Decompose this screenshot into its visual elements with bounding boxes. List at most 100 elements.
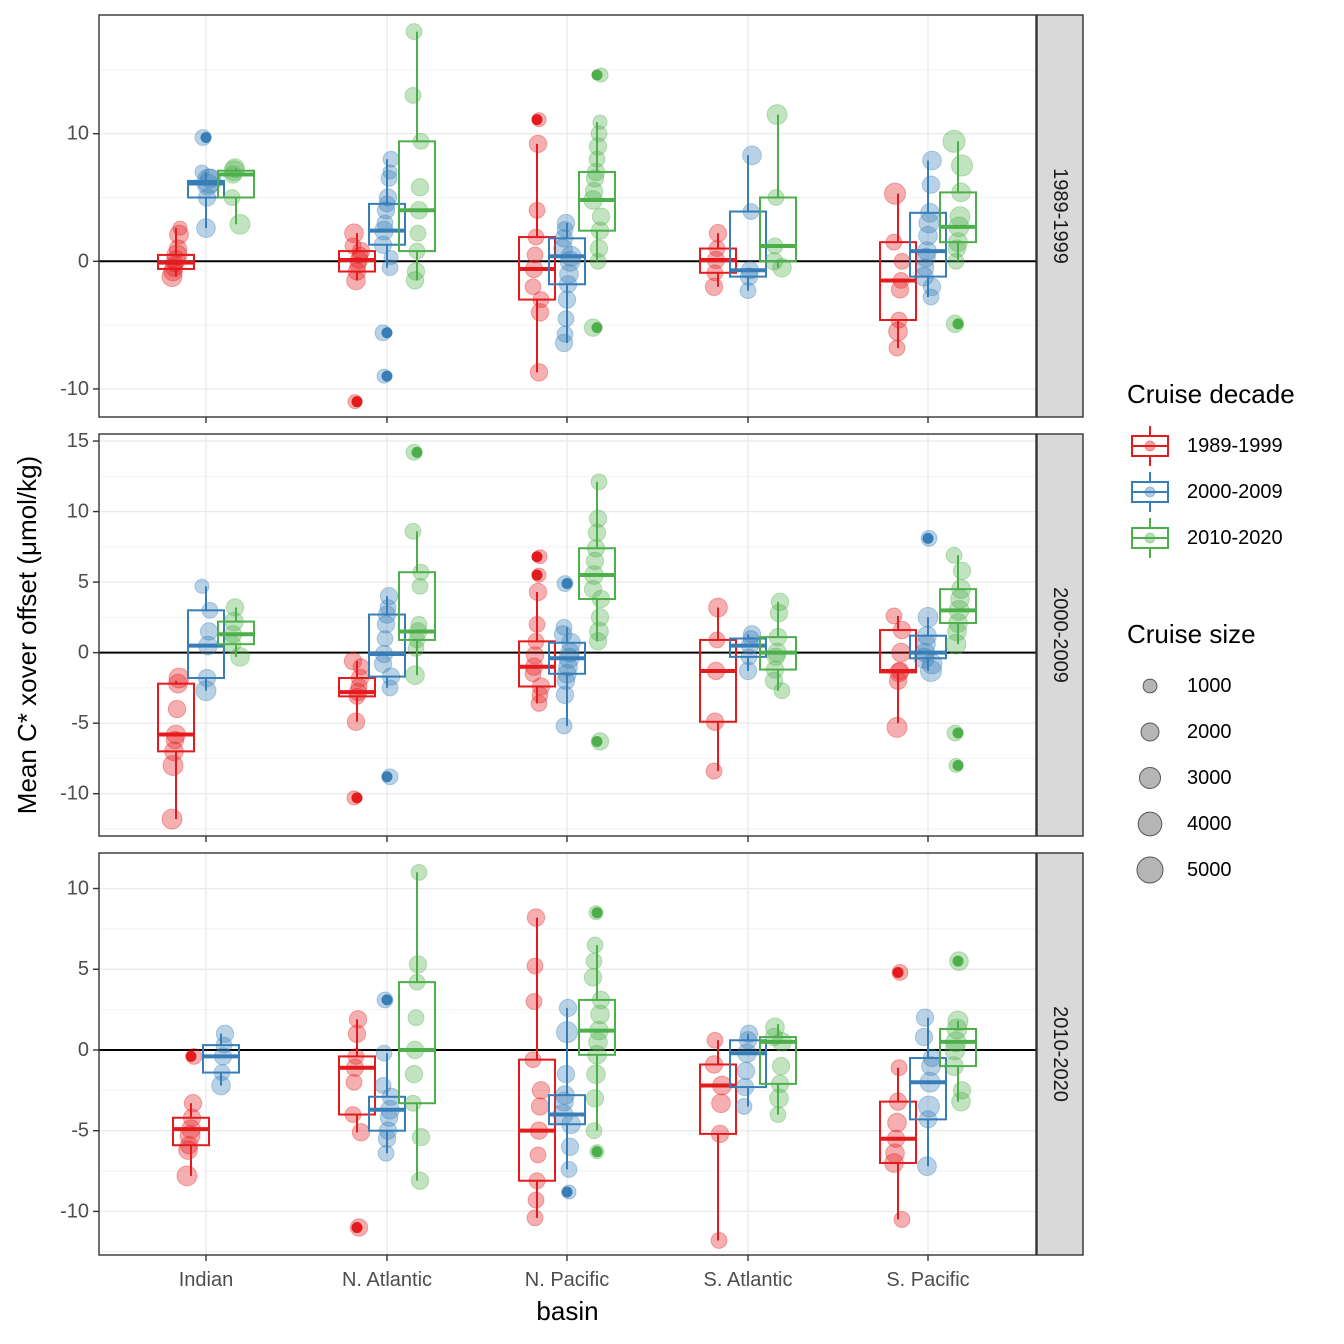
box-s-pacific-1989-1999 — [879, 182, 917, 357]
box-iqr — [909, 634, 947, 660]
data-point — [229, 213, 251, 235]
box-iqr — [338, 1055, 376, 1116]
legend-title-decade: Cruise decade — [1127, 379, 1295, 409]
data-point — [183, 1094, 203, 1113]
box-n-pacific-2000-2009 — [548, 213, 586, 353]
data-point — [168, 239, 188, 258]
data-point — [345, 1073, 363, 1091]
data-point — [376, 630, 394, 647]
legend-size-label: 5000 — [1187, 859, 1232, 881]
data-point — [379, 587, 399, 606]
data-point — [375, 1044, 393, 1062]
facet-strip-label: 2000-2009 — [1049, 587, 1071, 683]
outlier-point — [952, 759, 964, 771]
data-point — [891, 642, 911, 663]
y-tick-label: 0 — [78, 1039, 89, 1061]
box-iqr — [368, 1095, 406, 1132]
data-point — [556, 325, 574, 343]
box-indian-1989-1999 — [157, 220, 195, 288]
data-point — [524, 278, 542, 296]
y-tick-label: 15 — [67, 430, 89, 452]
outlier-point — [351, 396, 363, 408]
facet-strip — [1036, 433, 1084, 837]
box-n-atlantic-2000-2009 — [368, 150, 406, 384]
box-s-atlantic-2000-2009 — [729, 1024, 767, 1115]
box-n-atlantic-1989-1999 — [338, 223, 376, 410]
x-tick-label-indian: Indian — [179, 1269, 234, 1291]
data-point — [947, 252, 965, 270]
outlier-point — [561, 578, 573, 590]
legend-size-label: 2000 — [1187, 721, 1232, 743]
outlier-point — [351, 792, 363, 804]
data-point — [951, 1091, 971, 1112]
legend-size-circle — [1140, 722, 1160, 742]
outlier-point — [381, 327, 393, 339]
outlier-point — [411, 446, 423, 458]
legend-label: 1989-1999 — [1187, 435, 1283, 457]
x-axis-title: basin — [536, 1296, 598, 1326]
x-tick-label-n-atlantic: N. Atlantic — [342, 1269, 432, 1291]
box-n-atlantic-2010-2020 — [398, 23, 436, 290]
box-n-pacific-2010-2020 — [578, 473, 616, 751]
data-point — [176, 1165, 198, 1187]
data-point — [883, 182, 907, 205]
box-iqr — [759, 1036, 797, 1085]
data-point — [590, 473, 608, 491]
data-point — [590, 608, 610, 627]
y-tick-label: -10 — [60, 783, 89, 805]
box-iqr — [338, 677, 376, 698]
box-s-atlantic-1989-1999 — [699, 597, 737, 780]
box-iqr — [518, 1058, 556, 1182]
box-n-pacific-2000-2009 — [548, 998, 586, 1200]
data-point — [770, 592, 790, 612]
data-point — [711, 1093, 731, 1114]
data-point — [530, 1097, 550, 1116]
data-point — [344, 223, 364, 244]
data-point — [919, 659, 943, 682]
data-point — [945, 546, 963, 564]
legend-size-item: 3000 — [1138, 766, 1232, 790]
data-point — [167, 699, 187, 719]
y-tick-label: 0 — [78, 642, 89, 664]
box-iqr — [578, 998, 616, 1056]
legend-size-item: 2000 — [1140, 721, 1232, 743]
legend-title-size: Cruise size — [1127, 619, 1256, 649]
box-s-pacific-2010-2020 — [939, 951, 977, 1112]
box-s-atlantic-2010-2020 — [759, 104, 797, 278]
data-point — [555, 685, 575, 705]
box-iqr — [939, 588, 977, 625]
data-point — [529, 1146, 547, 1164]
legend-size-item: 5000 — [1136, 856, 1232, 884]
box-iqr — [909, 1057, 947, 1121]
data-point — [887, 1112, 907, 1133]
box-iqr — [939, 1027, 977, 1068]
legend-point — [1144, 486, 1156, 498]
y-tick-label: 10 — [67, 878, 89, 900]
data-point — [583, 968, 603, 987]
data-point — [765, 1017, 785, 1038]
box-n-atlantic-1989-1999 — [338, 1010, 376, 1237]
facet-strip-label: 2010-2020 — [1049, 1006, 1071, 1102]
box-iqr — [699, 1063, 737, 1135]
outlier-point — [381, 771, 393, 783]
legend-size-label: 3000 — [1187, 767, 1232, 789]
outlier-point — [381, 994, 393, 1006]
box-indian-2000-2009 — [187, 129, 225, 238]
data-point — [410, 1171, 430, 1190]
outlier-point — [892, 966, 904, 978]
outlier-point — [531, 569, 543, 581]
legend-size-label: 1000 — [1187, 675, 1232, 697]
box-n-atlantic-2010-2020 — [398, 863, 436, 1190]
box-indian-1989-1999 — [157, 667, 195, 830]
box-iqr — [202, 1044, 240, 1074]
data-point — [161, 808, 183, 830]
outlier-point — [952, 955, 964, 967]
legend-label: 2010-2020 — [1187, 527, 1283, 549]
data-point — [918, 225, 938, 246]
box-n-pacific-1989-1999 — [518, 549, 556, 712]
data-point — [950, 154, 974, 177]
box-iqr — [398, 981, 436, 1105]
box-iqr — [368, 202, 406, 246]
box-indian-1989-1999 — [172, 1047, 210, 1187]
data-point — [949, 206, 971, 228]
